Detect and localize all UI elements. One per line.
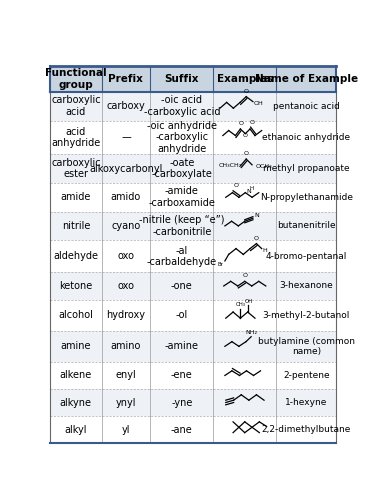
Text: O: O xyxy=(243,133,248,138)
Text: -al
-carbaldehyde: -al -carbaldehyde xyxy=(147,246,217,267)
Text: OCH₃: OCH₃ xyxy=(255,164,272,170)
Text: Functional
group: Functional group xyxy=(45,68,107,90)
Text: butanenitrile: butanenitrile xyxy=(277,222,336,230)
Text: amido: amido xyxy=(111,192,141,202)
Text: 2,2-dimethylbutane: 2,2-dimethylbutane xyxy=(262,425,351,434)
Bar xyxy=(50,389,336,416)
Text: amino: amino xyxy=(111,342,141,351)
Bar xyxy=(50,92,336,120)
Bar xyxy=(50,66,336,92)
Text: H: H xyxy=(249,186,253,192)
Text: Suffix: Suffix xyxy=(164,74,199,84)
Text: pentanoic acid: pentanoic acid xyxy=(273,102,340,111)
Text: carboxy: carboxy xyxy=(107,102,145,112)
Text: Name of Example: Name of Example xyxy=(255,74,358,84)
Text: -yne: -yne xyxy=(171,398,192,407)
Text: enyl: enyl xyxy=(115,370,136,380)
Text: -oic anhydride
-carboxylic
anhydride: -oic anhydride -carboxylic anhydride xyxy=(147,121,217,154)
Text: -ane: -ane xyxy=(171,424,193,434)
Bar xyxy=(50,183,336,212)
Text: CH₃CH₂: CH₃CH₂ xyxy=(219,163,242,168)
Text: O: O xyxy=(239,121,244,126)
Text: amide: amide xyxy=(61,192,91,202)
Text: ketone: ketone xyxy=(59,281,92,291)
Text: O: O xyxy=(234,182,239,188)
Text: hydroxy: hydroxy xyxy=(106,310,146,320)
Text: butylamine (common
name): butylamine (common name) xyxy=(258,336,355,356)
Text: carboxylic
acid: carboxylic acid xyxy=(51,96,101,117)
Text: 3-methyl-2-butanol: 3-methyl-2-butanol xyxy=(263,310,350,320)
Text: methyl propanoate: methyl propanoate xyxy=(263,164,349,173)
Text: -ene: -ene xyxy=(171,370,193,380)
Bar xyxy=(50,154,336,183)
Text: -ol: -ol xyxy=(176,310,188,320)
Text: N-propylethanamide: N-propylethanamide xyxy=(260,193,353,202)
Text: amine: amine xyxy=(61,342,91,351)
Bar xyxy=(50,212,336,240)
Text: yl: yl xyxy=(122,424,130,434)
Text: cyano: cyano xyxy=(111,221,141,231)
Text: CH₃: CH₃ xyxy=(236,302,246,306)
Text: O: O xyxy=(244,151,249,156)
Text: N: N xyxy=(247,188,251,194)
Text: -amide
-carboxamide: -amide -carboxamide xyxy=(148,186,215,208)
Text: 4-bromo-pentanal: 4-bromo-pentanal xyxy=(266,252,347,261)
Text: alkoxycarbonyl: alkoxycarbonyl xyxy=(89,164,162,173)
Text: nitrile: nitrile xyxy=(61,221,90,231)
Text: O: O xyxy=(243,274,248,278)
Text: acid
anhydride: acid anhydride xyxy=(51,126,100,148)
Bar xyxy=(50,330,336,362)
Text: OH: OH xyxy=(244,298,253,304)
Text: alkyne: alkyne xyxy=(60,398,92,407)
Text: alcohol: alcohol xyxy=(58,310,93,320)
Text: O: O xyxy=(250,120,255,125)
Bar xyxy=(50,362,336,389)
Text: -oic acid
-carboxylic acid: -oic acid -carboxylic acid xyxy=(144,96,220,117)
Bar xyxy=(50,416,336,443)
Text: 2-pentene: 2-pentene xyxy=(283,371,329,380)
Text: Prefix: Prefix xyxy=(109,74,143,84)
Text: —: — xyxy=(121,132,131,142)
Text: aldehyde: aldehyde xyxy=(53,252,98,262)
Text: oxo: oxo xyxy=(117,281,135,291)
Text: alkene: alkene xyxy=(60,370,92,380)
Text: -one: -one xyxy=(171,281,193,291)
Text: NH₂: NH₂ xyxy=(246,330,258,335)
Bar xyxy=(50,120,336,154)
Bar xyxy=(50,240,336,272)
Text: H: H xyxy=(262,248,267,252)
Text: -nitrile (keep “e”)
-carbonitrile: -nitrile (keep “e”) -carbonitrile xyxy=(139,215,225,236)
Text: ynyl: ynyl xyxy=(116,398,136,407)
Text: alkyl: alkyl xyxy=(64,424,87,434)
Bar xyxy=(50,272,336,299)
Text: O: O xyxy=(254,236,259,241)
Text: -oate
-carboxylate: -oate -carboxylate xyxy=(151,158,212,180)
Text: ethanoic anhydride: ethanoic anhydride xyxy=(262,133,350,142)
Text: Examples: Examples xyxy=(217,74,273,84)
Text: N: N xyxy=(254,214,259,218)
Text: carboxylic
ester: carboxylic ester xyxy=(51,158,101,180)
Text: 3-hexanone: 3-hexanone xyxy=(279,282,333,290)
Text: Br: Br xyxy=(218,262,224,266)
Text: oxo: oxo xyxy=(117,252,135,262)
Bar xyxy=(50,300,336,330)
Text: OH: OH xyxy=(254,100,264,105)
Text: 1-hexyne: 1-hexyne xyxy=(285,398,328,407)
Text: O: O xyxy=(244,88,249,94)
Text: -amine: -amine xyxy=(165,342,199,351)
